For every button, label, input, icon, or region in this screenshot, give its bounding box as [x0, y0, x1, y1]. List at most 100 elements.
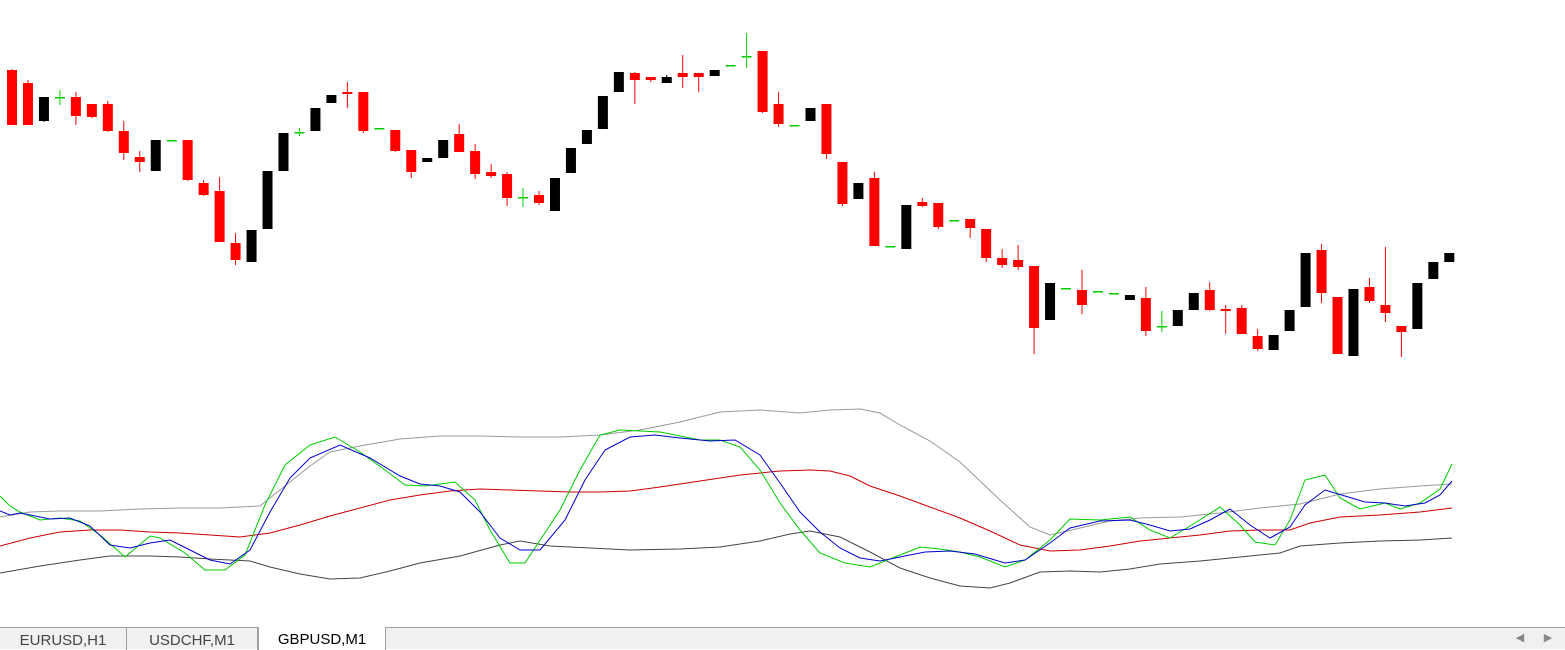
candle	[374, 128, 385, 130]
candle-body	[70, 97, 81, 116]
candle	[1076, 270, 1087, 314]
candle-body	[1156, 326, 1167, 328]
candle-body	[1396, 326, 1407, 332]
candle-body	[1332, 297, 1343, 354]
candle	[1045, 283, 1056, 320]
candle	[1124, 295, 1135, 300]
candle-body	[342, 92, 353, 94]
candle-body	[214, 191, 225, 242]
candle-body	[1108, 293, 1119, 295]
tab-gbpusd-m1[interactable]: GBPUSD,M1	[258, 627, 386, 650]
candle-body	[230, 243, 241, 260]
candle-body	[502, 174, 513, 198]
candle	[901, 205, 912, 249]
candle	[470, 144, 481, 179]
candle	[102, 101, 113, 132]
candle-body	[901, 205, 912, 249]
candle-body	[390, 130, 401, 151]
candle-body	[134, 157, 145, 162]
candle	[182, 140, 193, 181]
candle	[1252, 329, 1263, 351]
triangle-left-icon[interactable]: ◀	[1515, 631, 1525, 644]
candle	[997, 249, 1008, 268]
tab-eurusd-h1[interactable]: EURUSD,H1	[0, 628, 127, 650]
candle-body	[1204, 290, 1215, 310]
tab-usdchf-m1[interactable]: USDCHF,M1	[127, 628, 258, 650]
candle-body	[294, 132, 305, 134]
candle	[597, 96, 608, 129]
candle-body	[549, 178, 560, 211]
price-chart[interactable]	[0, 0, 1565, 627]
candle	[38, 97, 49, 122]
candle	[134, 151, 145, 172]
candle	[1140, 287, 1151, 336]
candle	[1156, 311, 1167, 332]
candle-body	[118, 131, 129, 153]
candle	[629, 72, 640, 104]
candle	[1188, 293, 1199, 310]
candle	[709, 70, 720, 76]
candle-body	[262, 171, 273, 229]
candle	[7, 69, 17, 125]
lower-band-line	[0, 530, 1453, 589]
candle-body	[1172, 310, 1183, 326]
candle-body	[853, 183, 864, 199]
candle	[677, 55, 688, 88]
candle-body	[933, 203, 944, 227]
candle-body	[789, 125, 800, 127]
candle-body	[422, 158, 433, 162]
candle-body	[1348, 289, 1359, 356]
candle	[214, 177, 225, 242]
candle	[22, 80, 33, 125]
candle	[821, 104, 832, 159]
candle	[1092, 291, 1103, 293]
candle-body	[1124, 295, 1135, 300]
candle-body	[629, 73, 640, 80]
candle	[54, 90, 65, 105]
candle-body	[326, 95, 337, 103]
chart-canvas[interactable]	[0, 0, 1565, 627]
candle	[1013, 245, 1024, 270]
candle-body	[1284, 310, 1295, 331]
candle-body	[454, 134, 465, 152]
candle	[246, 230, 257, 262]
candle-body	[438, 140, 449, 158]
candle-body	[725, 65, 736, 67]
candle	[853, 183, 864, 199]
candle-body	[821, 104, 832, 154]
candle-body	[949, 220, 960, 222]
candle	[230, 233, 241, 265]
indicator-panel	[0, 408, 1453, 589]
candle	[406, 150, 417, 178]
candle-body	[1092, 291, 1103, 293]
candle	[310, 108, 321, 131]
candle-body	[917, 202, 928, 206]
candle	[1332, 297, 1343, 354]
candle-body	[246, 230, 257, 262]
candle-body	[1300, 253, 1311, 307]
candle-body	[661, 77, 672, 83]
candle	[725, 65, 736, 67]
candle-body	[677, 73, 688, 77]
candle	[981, 229, 992, 262]
candle	[1348, 289, 1359, 356]
candle-body	[1444, 253, 1455, 262]
candle-body	[486, 172, 497, 176]
candle	[645, 77, 656, 82]
candle	[869, 172, 880, 246]
candle	[534, 191, 545, 205]
candle-body	[773, 104, 784, 124]
candle	[965, 219, 976, 238]
candle-body	[86, 104, 97, 117]
upper-band-line	[0, 408, 1453, 536]
triangle-right-icon[interactable]: ▶	[1543, 631, 1553, 644]
candle-body	[1316, 250, 1327, 293]
candle	[565, 148, 576, 173]
candle-body	[54, 97, 65, 99]
candle	[1396, 326, 1407, 357]
candle	[885, 246, 896, 248]
candle	[1284, 310, 1295, 331]
candle-body	[1076, 290, 1087, 305]
candle-body	[1029, 266, 1040, 328]
candle-body	[310, 108, 321, 131]
